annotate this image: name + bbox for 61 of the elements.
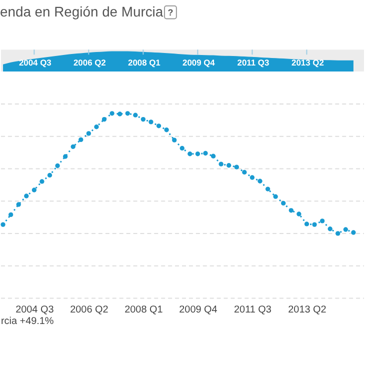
text: ? — [168, 7, 174, 18]
point — [234, 164, 239, 170]
point — [133, 112, 138, 118]
point — [140, 116, 146, 122]
point — [102, 116, 107, 122]
point — [70, 144, 76, 149]
point — [148, 120, 154, 124]
x-tick-label: 2004 Q3 — [16, 304, 54, 316]
point — [304, 222, 310, 226]
point — [296, 212, 302, 216]
point — [351, 230, 356, 235]
point — [94, 124, 99, 130]
point — [0, 222, 6, 227]
point — [24, 194, 29, 198]
point — [40, 179, 44, 184]
point — [188, 152, 192, 156]
point — [164, 128, 169, 132]
point — [218, 162, 224, 166]
x-tick-label: 2011 Q3 — [234, 304, 272, 316]
point — [195, 152, 200, 156]
point — [320, 218, 325, 224]
point — [336, 231, 340, 236]
x-tick-label: 2008 Q1 — [128, 58, 161, 68]
point — [210, 154, 216, 158]
point — [117, 112, 122, 116]
point — [156, 124, 162, 128]
point — [288, 208, 294, 213]
point — [16, 202, 21, 207]
point — [242, 170, 247, 175]
x-tick-label: 2006 Q2 — [73, 58, 106, 68]
x-tick-label: 2013 Q2 — [288, 304, 327, 316]
x-tick-label: 2008 Q1 — [124, 304, 164, 316]
point — [343, 227, 348, 232]
point — [110, 111, 114, 116]
x-tick-label: 2011 Q3 — [237, 58, 270, 68]
point — [47, 172, 52, 178]
point — [180, 146, 184, 151]
point — [172, 138, 177, 142]
point — [226, 163, 232, 168]
point — [78, 137, 84, 142]
x-tick-label: 2009 Q4 — [179, 304, 218, 316]
x-tick-label: 2013 Q2 — [292, 58, 324, 68]
point — [265, 186, 270, 192]
chart-title: enda en Región de Murcia — [0, 3, 164, 20]
text: rcia +49.1% — [0, 316, 54, 328]
point — [203, 150, 208, 156]
point — [86, 131, 92, 136]
point — [62, 154, 68, 159]
x-tick-label: 2004 Q3 — [18, 58, 52, 68]
point — [55, 163, 60, 168]
point — [250, 175, 255, 180]
point — [32, 188, 36, 192]
point — [258, 178, 262, 184]
point — [312, 222, 317, 227]
point — [281, 200, 286, 206]
point — [125, 111, 130, 116]
point — [8, 212, 14, 218]
point — [328, 226, 332, 232]
x-tick-label: 2006 Q2 — [70, 304, 109, 316]
x-tick-label: 2009 Q4 — [182, 58, 216, 68]
point — [273, 194, 278, 199]
